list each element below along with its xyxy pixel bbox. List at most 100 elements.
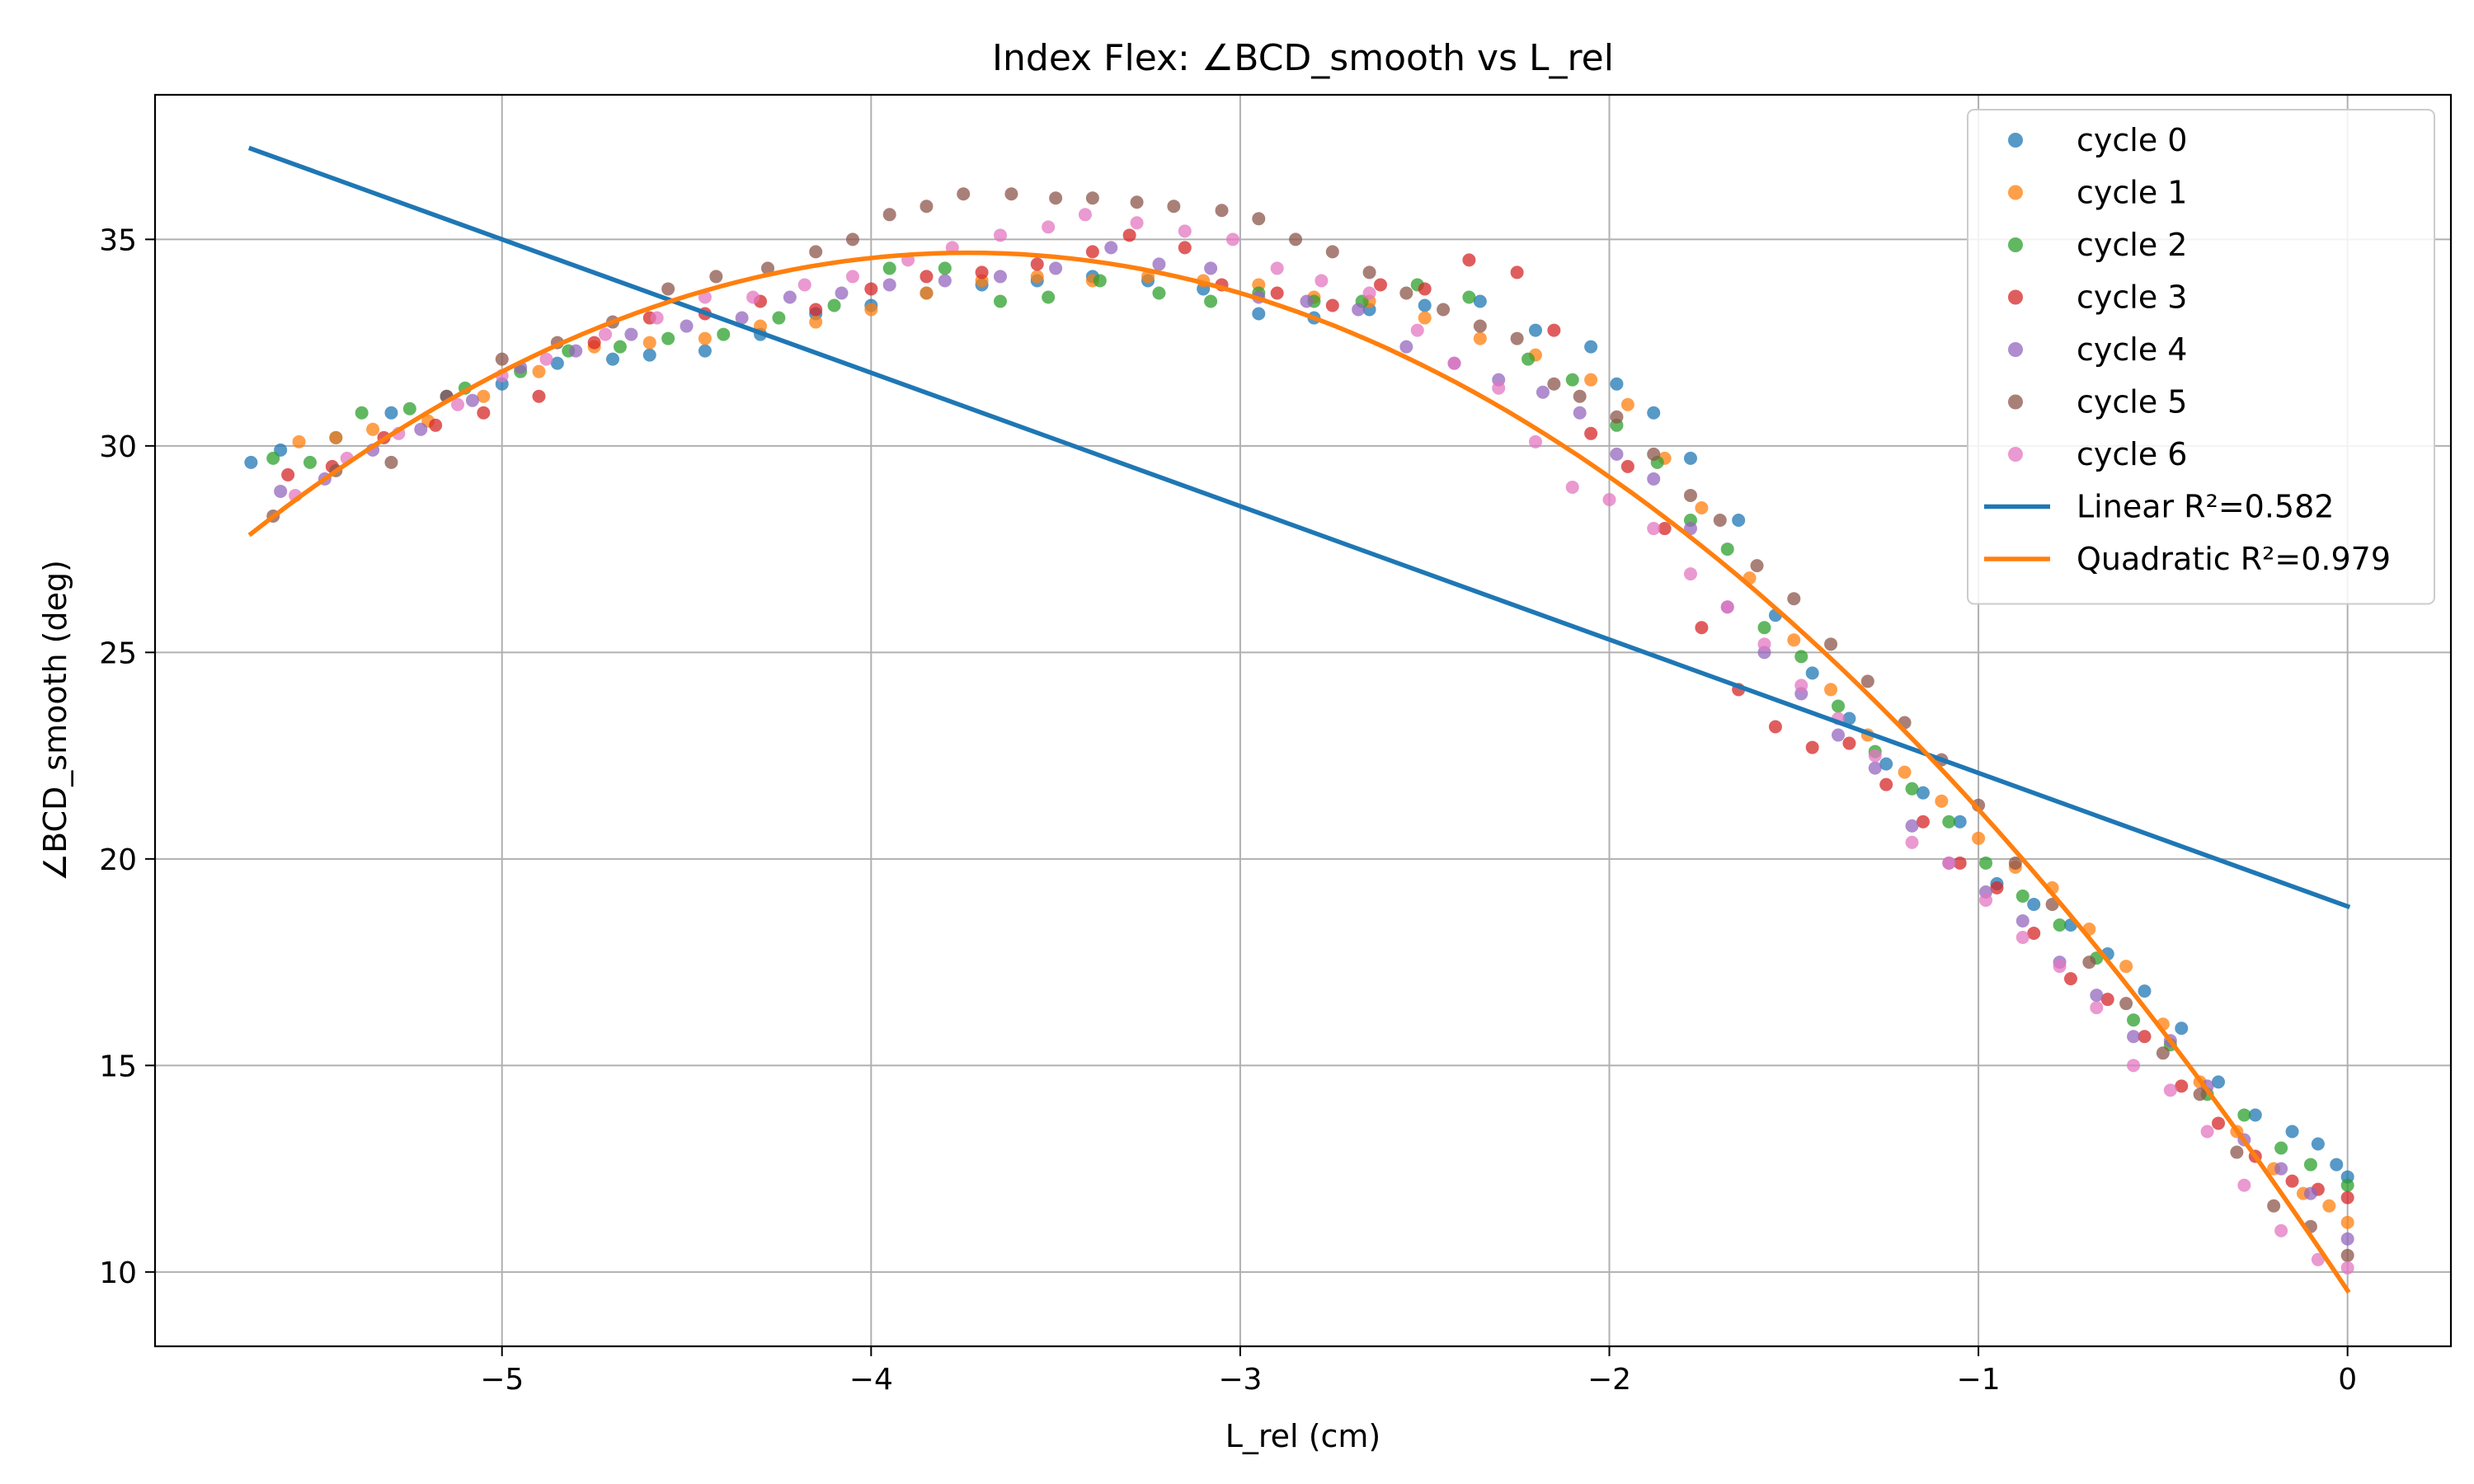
data-point xyxy=(1647,406,1661,420)
data-point xyxy=(864,303,878,317)
data-point xyxy=(1602,492,1616,506)
data-point xyxy=(2274,1162,2288,1176)
data-point xyxy=(1610,377,1624,391)
data-point xyxy=(465,393,479,407)
data-point xyxy=(650,311,664,325)
data-point xyxy=(1573,389,1587,403)
data-point xyxy=(2340,1178,2354,1192)
data-point xyxy=(1152,286,1166,300)
legend-label: cycle 3 xyxy=(2077,279,2187,316)
data-point xyxy=(1437,303,1451,317)
data-point xyxy=(2027,927,2041,941)
data-point xyxy=(1584,340,1598,354)
data-point xyxy=(1473,319,1487,333)
data-point xyxy=(1204,261,1218,275)
data-point xyxy=(717,327,731,341)
data-point xyxy=(1757,621,1771,635)
data-point xyxy=(698,331,712,345)
legend-marker xyxy=(2008,394,2023,410)
data-point xyxy=(274,484,288,498)
data-point xyxy=(1916,786,1930,800)
data-point xyxy=(1536,385,1550,399)
data-point xyxy=(329,430,343,444)
data-point xyxy=(550,356,564,370)
data-point xyxy=(864,282,878,296)
data-point xyxy=(1522,352,1536,366)
data-point xyxy=(2303,1158,2317,1172)
data-point xyxy=(1399,340,1413,354)
x-axis-label: L_rel (cm) xyxy=(1225,1418,1381,1454)
data-point xyxy=(642,336,656,350)
data-point xyxy=(1805,740,1819,754)
data-point xyxy=(993,294,1007,308)
data-point xyxy=(1713,514,1727,528)
data-point xyxy=(402,402,416,416)
data-point xyxy=(1167,200,1181,214)
data-point xyxy=(1447,356,1461,370)
legend-label: cycle 0 xyxy=(2077,122,2187,158)
data-point xyxy=(920,286,934,300)
data-point xyxy=(2175,1079,2189,1093)
data-point xyxy=(1130,216,1144,230)
data-point xyxy=(957,187,971,201)
series-cycle-2 xyxy=(266,261,2354,1192)
legend-label: cycle 2 xyxy=(2077,227,2187,263)
data-point xyxy=(1935,794,1949,808)
data-point xyxy=(366,422,380,436)
data-point xyxy=(1990,881,2004,895)
data-point xyxy=(1794,650,1808,664)
data-point xyxy=(1252,307,1266,321)
data-point xyxy=(1325,298,1339,312)
data-point xyxy=(882,261,896,275)
data-point xyxy=(599,327,613,341)
data-point xyxy=(2237,1108,2251,1122)
data-point xyxy=(1720,600,1734,614)
legend-label: cycle 1 xyxy=(2077,175,2187,211)
data-point xyxy=(1030,270,1044,284)
data-point xyxy=(1528,323,1542,337)
data-point xyxy=(1683,567,1697,581)
y-tick-label: 20 xyxy=(99,843,137,877)
data-point xyxy=(355,406,369,420)
x-tick-label: −3 xyxy=(1218,1363,1262,1397)
plot-area xyxy=(153,93,2453,1348)
data-point xyxy=(2127,1013,2141,1027)
legend-label: cycle 5 xyxy=(2077,384,2187,420)
data-point xyxy=(1683,451,1697,465)
data-point xyxy=(809,245,823,259)
x-tick-label: −2 xyxy=(1587,1363,1631,1397)
scatter-series xyxy=(244,187,2354,1275)
data-point xyxy=(1787,592,1801,606)
data-point xyxy=(1270,286,1284,300)
data-point xyxy=(2200,1125,2214,1139)
data-point xyxy=(1252,212,1266,226)
data-point xyxy=(429,418,443,432)
fit-lines xyxy=(247,145,2351,1294)
data-point xyxy=(680,319,694,333)
data-point xyxy=(532,364,546,378)
data-point xyxy=(1979,893,1993,907)
data-point xyxy=(1565,373,1579,387)
data-point xyxy=(1832,699,1846,713)
data-point xyxy=(1225,232,1239,247)
data-point xyxy=(1215,204,1229,218)
data-point xyxy=(1768,720,1782,734)
y-tick-label: 10 xyxy=(99,1256,137,1290)
data-point xyxy=(2053,918,2067,932)
data-point xyxy=(1270,261,1284,275)
y-tick-label: 35 xyxy=(99,223,137,257)
data-point xyxy=(735,311,749,325)
data-point xyxy=(587,336,601,350)
data-point xyxy=(266,451,280,465)
data-point xyxy=(1953,815,1967,829)
data-point xyxy=(539,352,553,366)
data-point xyxy=(1418,311,1432,325)
data-point xyxy=(1658,522,1672,536)
data-point xyxy=(2063,972,2077,986)
data-point xyxy=(2340,1248,2354,1262)
data-point xyxy=(1647,472,1661,486)
data-point xyxy=(1905,782,1919,796)
data-point xyxy=(2008,856,2022,870)
data-point xyxy=(2163,1083,2177,1097)
